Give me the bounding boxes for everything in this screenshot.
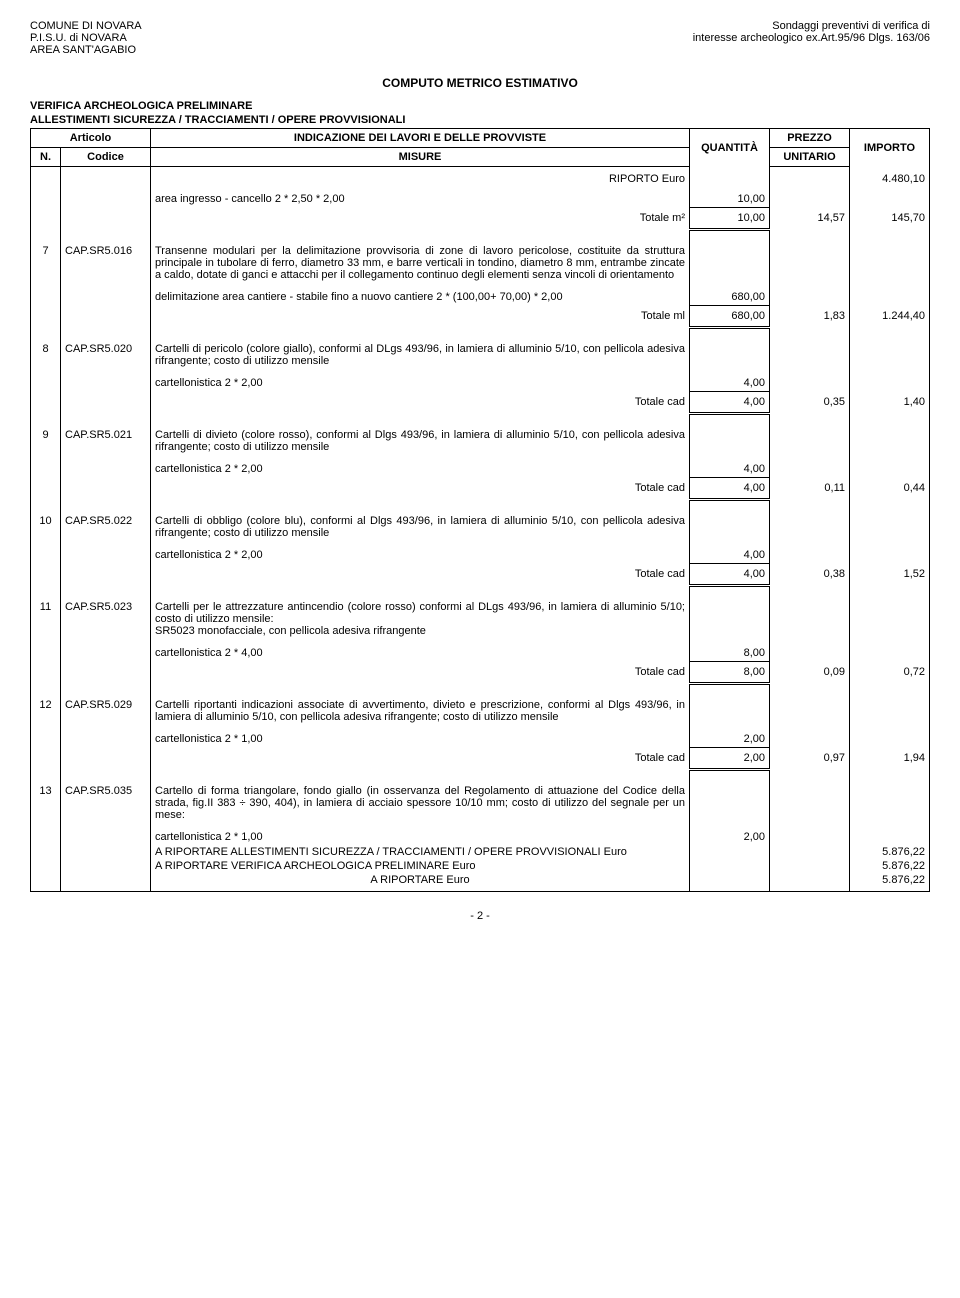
header-left-2: P.I.S.U. di NOVARA (30, 32, 142, 44)
measure-qty: 10,00 (690, 191, 770, 208)
total-label: Totale cad (151, 748, 690, 770)
header-left-1: COMUNE DI NOVARA (30, 20, 142, 32)
measure-line: delimitazione area cantiere - stabile fi… (151, 283, 690, 306)
th-misure: MISURE (151, 148, 690, 167)
header-left: COMUNE DI NOVARA P.I.S.U. di NOVARA AREA… (30, 20, 142, 56)
measure-line: cartellonistica 2 * 2,00 (151, 369, 690, 392)
measure-qty: 2,00 (690, 725, 770, 748)
footer-value: 5.876,22 (850, 859, 930, 873)
total-label: Totale cad (151, 392, 690, 414)
row-description: Cartelli per le attrezzature antincendio… (151, 599, 690, 639)
riporto-value: 4.480,10 (850, 167, 930, 192)
total-qty: 4,00 (690, 478, 770, 500)
total-unit-price: 14,57 (770, 208, 850, 230)
footer-label: A RIPORTARE VERIFICA ARCHEOLOGICA PRELIM… (151, 859, 690, 873)
header-right-2: interesse archeologico ex.Art.95/96 Dlgs… (693, 32, 930, 44)
riporto-label: RIPORTO Euro (151, 167, 690, 192)
total-label: Totale cad (151, 564, 690, 586)
row-code: CAP.SR5.035 (61, 783, 151, 823)
th-importo: IMPORTO (850, 129, 930, 167)
row-code: CAP.SR5.016 (61, 243, 151, 283)
measure-qty: 8,00 (690, 639, 770, 662)
header-right-1: Sondaggi preventivi di verifica di (693, 20, 930, 32)
page-header: COMUNE DI NOVARA P.I.S.U. di NOVARA AREA… (30, 20, 930, 56)
th-codice: Codice (61, 148, 151, 167)
estimate-table: Articolo INDICAZIONE DEI LAVORI E DELLE … (30, 128, 930, 892)
row-number: 12 (31, 697, 61, 725)
measure-line: cartellonistica 2 * 4,00 (151, 639, 690, 662)
footer-value: 5.876,22 (850, 873, 930, 887)
measure-line: cartellonistica 2 * 1,00 (151, 823, 690, 845)
measure-line: cartellonistica 2 * 2,00 (151, 541, 690, 564)
total-unit-price: 0,97 (770, 748, 850, 770)
total-import: 0,72 (850, 662, 930, 684)
total-unit-price: 0,38 (770, 564, 850, 586)
row-number: 10 (31, 513, 61, 541)
th-unitario: UNITARIO (770, 148, 850, 167)
total-qty: 10,00 (690, 208, 770, 230)
row-number: 7 (31, 243, 61, 283)
row-description: Cartello di forma triangolare, fondo gia… (151, 783, 690, 823)
total-unit-price: 1,83 (770, 306, 850, 328)
total-qty: 680,00 (690, 306, 770, 328)
total-unit-price: 0,09 (770, 662, 850, 684)
footer-label: A RIPORTARE ALLESTIMENTI SICUREZZA / TRA… (151, 845, 690, 859)
row-number: 13 (31, 783, 61, 823)
page-number: - 2 - (30, 910, 930, 922)
footer-value: 5.876,22 (850, 845, 930, 859)
total-unit-price: 0,35 (770, 392, 850, 414)
total-label: Totale ml (151, 306, 690, 328)
total-label: Totale cad (151, 662, 690, 684)
row-description: Transenne modulari per la delimitazione … (151, 243, 690, 283)
measure-line: cartellonistica 2 * 2,00 (151, 455, 690, 478)
total-label: Totale cad (151, 478, 690, 500)
doc-title: COMPUTO METRICO ESTIMATIVO (30, 76, 930, 90)
header-right: Sondaggi preventivi di verifica di inter… (693, 20, 930, 56)
total-import: 0,44 (850, 478, 930, 500)
measure-qty: 680,00 (690, 283, 770, 306)
th-quantita: QUANTITÀ (690, 129, 770, 167)
row-number: 11 (31, 599, 61, 639)
total-import: 1,52 (850, 564, 930, 586)
total-import: 1,94 (850, 748, 930, 770)
measure-qty: 4,00 (690, 455, 770, 478)
row-code: CAP.SR5.029 (61, 697, 151, 725)
measure-qty: 4,00 (690, 541, 770, 564)
total-import: 145,70 (850, 208, 930, 230)
th-prezzo: PREZZO (770, 129, 850, 148)
measure-qty: 4,00 (690, 369, 770, 392)
header-left-3: AREA SANT'AGABIO (30, 44, 142, 56)
th-indicazione: INDICAZIONE DEI LAVORI E DELLE PROVVISTE (151, 129, 690, 148)
th-n: N. (31, 148, 61, 167)
measure-qty: 2,00 (690, 823, 770, 845)
row-code: CAP.SR5.023 (61, 599, 151, 639)
row-code: CAP.SR5.022 (61, 513, 151, 541)
section-title-1: VERIFICA ARCHEOLOGICA PRELIMINARE (30, 100, 930, 112)
row-number: 9 (31, 427, 61, 455)
total-qty: 4,00 (690, 564, 770, 586)
row-code: CAP.SR5.021 (61, 427, 151, 455)
footer-label: A RIPORTARE Euro (151, 873, 690, 887)
row-code: CAP.SR5.020 (61, 341, 151, 369)
row-number: 8 (31, 341, 61, 369)
total-label: Totale m² (151, 208, 690, 230)
section-title-2: ALLESTIMENTI SICUREZZA / TRACCIAMENTI / … (30, 114, 930, 126)
total-import: 1.244,40 (850, 306, 930, 328)
total-import: 1,40 (850, 392, 930, 414)
row-description: Cartelli di divieto (colore rosso), conf… (151, 427, 690, 455)
th-articolo: Articolo (31, 129, 151, 148)
row-description: Cartelli di pericolo (colore giallo), co… (151, 341, 690, 369)
total-qty: 8,00 (690, 662, 770, 684)
row-description: Cartelli riportanti indicazioni associat… (151, 697, 690, 725)
total-unit-price: 0,11 (770, 478, 850, 500)
total-qty: 4,00 (690, 392, 770, 414)
total-qty: 2,00 (690, 748, 770, 770)
measure-line: cartellonistica 2 * 1,00 (151, 725, 690, 748)
row-description: Cartelli di obbligo (colore blu), confor… (151, 513, 690, 541)
measure-line: area ingresso - cancello 2 * 2,50 * 2,00 (151, 191, 690, 208)
